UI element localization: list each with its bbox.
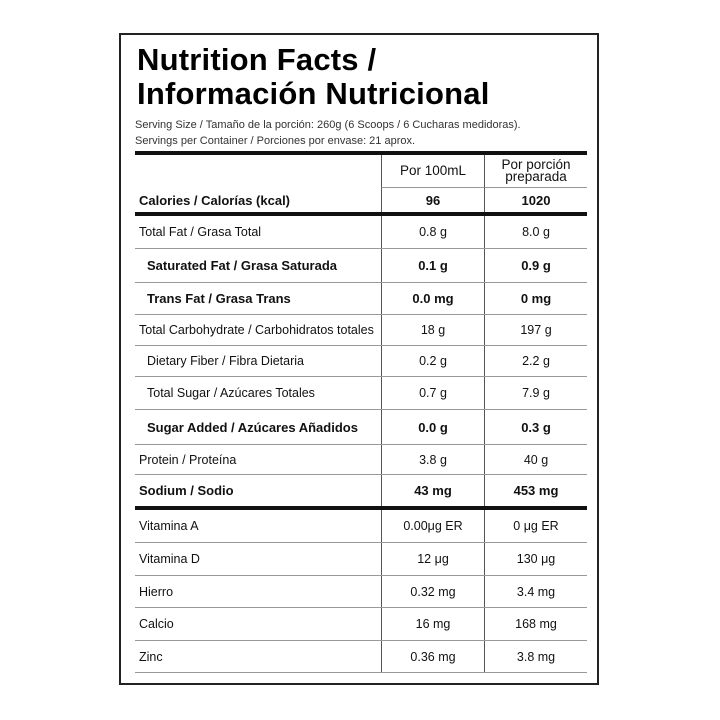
table-row: Trans Fat / Grasa Trans 0.0 mg 0 mg bbox=[135, 283, 587, 315]
value-per-serving: 7.9 g bbox=[484, 377, 587, 409]
nutrient-label: Total Sugar / Azúcares Totales bbox=[147, 386, 315, 400]
value-per-serving: 0.3 g bbox=[484, 410, 587, 444]
nutrient-label: Vitamina D bbox=[139, 552, 200, 566]
value-per-serving: 0.9 g bbox=[484, 249, 587, 282]
value-per-100ml: 0.2 g bbox=[381, 346, 484, 376]
value-per-serving: 168 mg bbox=[484, 608, 587, 640]
table-row: Vitamina A 0.00μg ER 0 μg ER bbox=[135, 510, 587, 543]
table-header: Por 100mL Por porción preparada bbox=[135, 151, 587, 188]
table-row: Sodium / Sodio 43 mg 453 mg bbox=[135, 475, 587, 510]
value-per-100ml: 0.36 mg bbox=[381, 641, 484, 672]
table-row: Total Fat / Grasa Total 0.8 g 8.0 g bbox=[135, 216, 587, 249]
value-per-serving: 453 mg bbox=[484, 475, 587, 506]
header-blank bbox=[135, 155, 381, 188]
header-per-100ml: Por 100mL bbox=[381, 155, 484, 188]
value-per-serving: 197 g bbox=[484, 315, 587, 345]
value-per-100ml: 0.8 g bbox=[381, 216, 484, 248]
value-per-serving: 0 mg bbox=[484, 283, 587, 314]
nutrient-label: Total Fat / Grasa Total bbox=[139, 225, 262, 239]
nutrient-label: Zinc bbox=[139, 649, 163, 664]
value-per-serving: 0 μg ER bbox=[484, 510, 587, 542]
nutrient-label: Calories / Calorías (kcal) bbox=[139, 192, 291, 208]
value-per-100ml: 0.0 mg bbox=[381, 283, 484, 314]
value-per-100ml: 16 mg bbox=[381, 608, 484, 640]
nutrient-label: Hierro bbox=[139, 584, 174, 599]
table-row: Calcio 16 mg 168 mg bbox=[135, 608, 587, 641]
nutrition-label: Nutrition Facts / Información Nutriciona… bbox=[119, 33, 599, 685]
nutrient-label: Sugar Added / Azúcares Añadidos bbox=[147, 419, 358, 435]
nutrient-label: Dietary Fiber / Fibra Dietaria bbox=[147, 354, 304, 368]
value-per-serving: 1020 bbox=[484, 188, 587, 212]
value-per-100ml: 18 g bbox=[381, 315, 484, 345]
table-row: Hierro 0.32 mg 3.4 mg bbox=[135, 576, 587, 608]
value-per-serving: 40 g bbox=[484, 445, 587, 474]
value-per-100ml: 0.00μg ER bbox=[381, 510, 484, 542]
nutrient-label: Vitamina A bbox=[139, 519, 199, 533]
table-row: Calories / Calorías (kcal) 96 1020 bbox=[135, 188, 587, 216]
value-per-100ml: 0.7 g bbox=[381, 377, 484, 409]
value-per-100ml: 0.0 g bbox=[381, 410, 484, 444]
value-per-100ml: 0.1 g bbox=[381, 249, 484, 282]
nutrition-table: Por 100mL Por porción preparada Calories … bbox=[135, 151, 587, 673]
table-row: Saturated Fat / Grasa Saturada 0.1 g 0.9 g bbox=[135, 249, 587, 283]
header-per-serving: Por porción preparada bbox=[484, 155, 587, 188]
title-spanish: Información Nutricional bbox=[137, 76, 490, 111]
nutrient-label: Trans Fat / Grasa Trans bbox=[147, 291, 291, 306]
nutrient-label: Sodium / Sodio bbox=[139, 483, 234, 498]
title-english: Nutrition Facts / bbox=[137, 42, 377, 77]
table-row: Total Carbohydrate / Carbohidratos total… bbox=[135, 315, 587, 346]
nutrient-label: Calcio bbox=[139, 617, 174, 631]
nutrient-label: Protein / Proteína bbox=[139, 452, 237, 467]
nutrient-label: Total Carbohydrate / Carbohidratos total… bbox=[139, 323, 374, 337]
value-per-100ml: 0.32 mg bbox=[381, 576, 484, 607]
table-row: Protein / Proteína 3.8 g 40 g bbox=[135, 445, 587, 475]
table-row: Vitamina D 12 μg 130 μg bbox=[135, 543, 587, 576]
table-row: Total Sugar / Azúcares Totales 0.7 g 7.9 g bbox=[135, 377, 587, 410]
value-per-100ml: 96 bbox=[381, 188, 484, 212]
value-per-100ml: 43 mg bbox=[381, 475, 484, 506]
value-per-serving: 3.8 mg bbox=[484, 641, 587, 672]
table-row: Sugar Added / Azúcares Añadidos 0.0 g 0.3 … bbox=[135, 410, 587, 445]
value-per-serving: 130 μg bbox=[484, 543, 587, 575]
table-row: Zinc 0.36 mg 3.8 mg bbox=[135, 641, 587, 673]
table-row: Dietary Fiber / Fibra Dietaria 0.2 g 2.2 g bbox=[135, 346, 587, 377]
value-per-serving: 3.4 mg bbox=[484, 576, 587, 607]
value-per-100ml: 3.8 g bbox=[381, 445, 484, 474]
nutrient-label: Saturated Fat / Grasa Saturada bbox=[147, 258, 338, 273]
serving-size: Serving Size / Tamaño de la porción: 260… bbox=[135, 119, 521, 131]
value-per-100ml: 12 μg bbox=[381, 543, 484, 575]
value-per-serving: 8.0 g bbox=[484, 216, 587, 248]
servings-per-container: Servings per Container / Porciones por e… bbox=[135, 135, 416, 147]
value-per-serving: 2.2 g bbox=[484, 346, 587, 376]
